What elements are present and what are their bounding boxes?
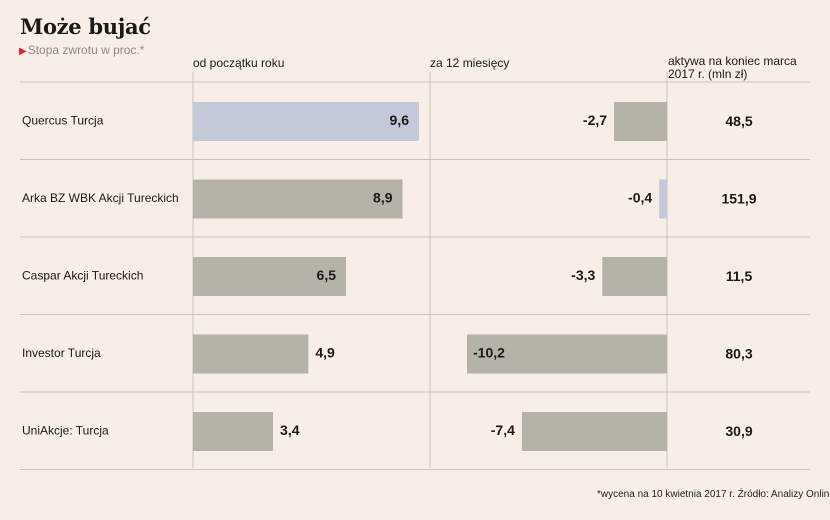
bar-ytd [193,179,403,219]
category-label: UniAkcje: Turcja [22,424,109,438]
column-header-12m: za 12 miesięcy [430,56,510,70]
bar-12m [521,412,667,451]
value-label-12m: -2,7 [583,112,607,128]
value-label-12m: -7,4 [491,422,515,438]
assets-value: 48,5 [725,113,752,129]
value-label-ytd: 6,5 [317,267,337,283]
assets-value: 30,9 [725,423,752,439]
bar-12m [659,179,667,219]
bar-12m [602,257,667,296]
value-label-12m: -3,3 [571,267,595,283]
assets-value: 80,3 [725,346,752,362]
column-header-ytd: od początku roku [193,56,285,70]
column-header-assets: aktywa na koniec marca 2017 r. (mln zł) [668,54,797,81]
chart-title: Może bujać [20,14,151,39]
value-label-ytd: 3,4 [280,422,300,438]
bar-ytd [193,257,347,296]
footnote: *wycena na 10 kwietnia 2017 r. Źródło: A… [597,489,830,500]
bar-ytd [193,102,419,141]
bar-12m [614,102,667,141]
triangle-marker-icon: ▶ [19,46,27,57]
chart-subtitle: ▶Stopa zwrotu w proc.* [19,43,144,57]
subtitle-text: Stopa zwrotu w proc.* [27,43,145,57]
value-label-ytd: 9,6 [390,112,410,128]
bar-ytd [193,334,309,374]
category-label: Quercus Turcja [22,114,104,128]
bar-12m [467,334,667,374]
bar-ytd [193,412,274,451]
value-label-ytd: 4,9 [315,345,335,361]
category-label: Investor Turcja [22,346,101,360]
value-label-ytd: 8,9 [373,190,393,206]
category-label: Arka BZ WBK Akcji Tureckich [22,191,179,205]
assets-value: 151,9 [721,191,756,207]
category-label: Caspar Akcji Tureckich [22,269,143,283]
assets-value: 11,5 [726,268,753,284]
value-label-12m: -0,4 [628,190,652,206]
value-label-12m: -10,2 [473,345,505,361]
